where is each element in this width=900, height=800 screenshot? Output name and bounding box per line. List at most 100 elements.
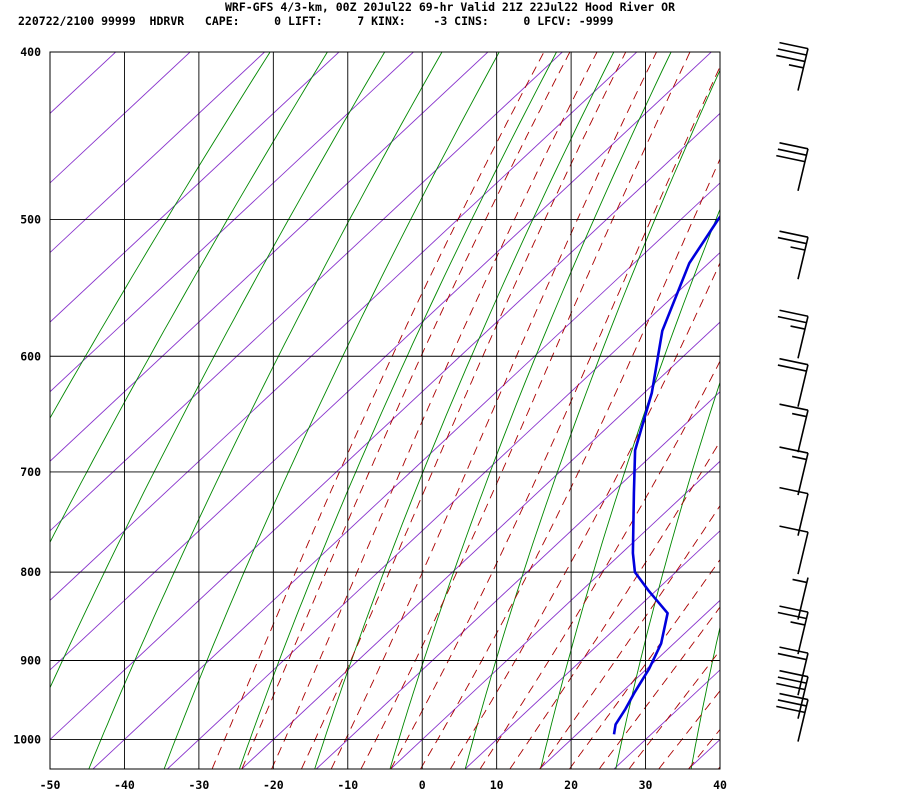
wind-barb (776, 692, 809, 742)
wind-barb (777, 309, 809, 359)
wind-barb-feather (777, 676, 807, 684)
pressure-tick-label: 500 (20, 212, 41, 226)
pressure-tick-label: 700 (20, 465, 41, 479)
wind-barb-feather (776, 705, 805, 714)
dry-adiabat-line (314, 52, 615, 769)
sounding-stats-line: 220722/2100 99999 HDRVR CAPE: 0 LIFT: 7 … (18, 14, 614, 28)
wind-barb (777, 230, 809, 280)
wind-barb-feather (779, 309, 809, 318)
wind-barb-feather (779, 446, 809, 454)
dewpoint-trace (612, 214, 720, 735)
wind-barb-feather (777, 699, 807, 707)
wind-barb-feather (777, 315, 807, 324)
dry-adiabat-line (50, 52, 386, 689)
dry-adiabat-line (50, 52, 271, 419)
wind-barb-shaft (797, 493, 809, 536)
wind-barb-feather (788, 64, 804, 69)
wind-barb-feather (776, 682, 805, 691)
wind-barb-feather (791, 455, 807, 461)
wind-barb (779, 403, 809, 453)
isotherm-line (538, 599, 720, 769)
wind-barb-feather (779, 230, 809, 238)
wind-barb (779, 446, 809, 496)
temperature-tick-label: 20 (564, 778, 578, 792)
wind-barb-shaft (797, 316, 809, 359)
isotherm-line (464, 530, 720, 769)
moist-adiabat-line (211, 52, 545, 769)
wind-barb-feather (779, 486, 809, 495)
wind-barb-feather (777, 652, 807, 661)
dry-adiabat-line (464, 69, 720, 769)
wind-barb (776, 41, 809, 91)
wind-barb-shaft (797, 577, 809, 620)
isotherm-line (390, 460, 720, 769)
wind-barb (792, 577, 809, 620)
isotherm-line (50, 52, 340, 323)
dry-adiabat-line (50, 52, 328, 544)
temperature-tick-label: 30 (639, 778, 653, 792)
isotherm-line (50, 52, 266, 254)
wind-barb-shaft (797, 237, 809, 280)
isotherm-line (50, 52, 117, 115)
wind-barb-feather (777, 48, 807, 56)
wind-barb-feather (779, 669, 809, 678)
moist-adiabat-line (598, 606, 720, 769)
wind-barb-feather (779, 142, 809, 150)
moist-adiabat-line (420, 157, 720, 769)
moist-adiabat-line (449, 261, 720, 769)
dry-adiabat-line (238, 52, 558, 769)
wind-barb-feather (779, 525, 809, 533)
temperature-tick-label: 0 (419, 778, 426, 792)
wind-barb-feather (791, 412, 807, 418)
wind-barb-feather (779, 403, 809, 411)
wind-barb-shaft (797, 611, 809, 655)
dry-adiabat-line (615, 380, 720, 769)
wind-barb-feather (779, 605, 809, 613)
dry-adiabat-line (88, 52, 443, 769)
wind-barb (776, 142, 809, 191)
moist-adiabat-line (271, 52, 598, 769)
sounding-traces (612, 76, 900, 735)
pressure-tick-label: 900 (20, 654, 41, 668)
dry-adiabat-line (540, 208, 720, 769)
wind-barb-feather (777, 236, 807, 245)
wind-barb-feather (777, 364, 807, 372)
moist-adiabat-line (717, 766, 720, 769)
wind-barbs (776, 41, 809, 742)
wind-barb-feather (777, 611, 807, 620)
wind-barb-shaft (797, 48, 809, 91)
isotherm-line (241, 321, 720, 769)
wind-barb-feather (779, 692, 809, 701)
pressure-tick-label: 600 (20, 349, 41, 363)
wind-barb-feather (779, 41, 809, 50)
temperature-tick-label: -30 (188, 778, 209, 792)
pressure-tick-label: 1000 (13, 733, 41, 747)
dry-adiabat-line (839, 0, 900, 790)
plot-frame (49, 51, 721, 770)
wind-barb (777, 605, 809, 655)
temperature-tick-label: -10 (337, 778, 358, 792)
dry-adiabat-line (163, 52, 500, 769)
temperature-trace (723, 76, 900, 734)
moist-adiabat-line (509, 440, 720, 769)
wind-barb-feather (779, 357, 809, 366)
pressure-tick-label: 800 (20, 565, 41, 579)
wind-barb-feather (776, 54, 805, 63)
moist-adiabat-line (628, 649, 720, 769)
wind-barb-feather (790, 621, 805, 626)
wind-barb-feather (790, 325, 805, 330)
dry-adiabat-line (690, 625, 720, 769)
isotherm-line (315, 391, 720, 769)
wind-barb (779, 525, 809, 575)
moist-adiabat-line (479, 360, 720, 769)
wind-barb-feather (790, 246, 805, 251)
wind-barb (777, 357, 809, 407)
isotherm-line (50, 112, 720, 741)
grid (49, 51, 721, 769)
moist-adiabat-line (390, 65, 720, 769)
wind-barb-shaft (797, 364, 809, 407)
wind-barb-feather (779, 646, 809, 654)
wind-barb-shaft (797, 531, 809, 575)
isotherm-line (740, 0, 900, 790)
